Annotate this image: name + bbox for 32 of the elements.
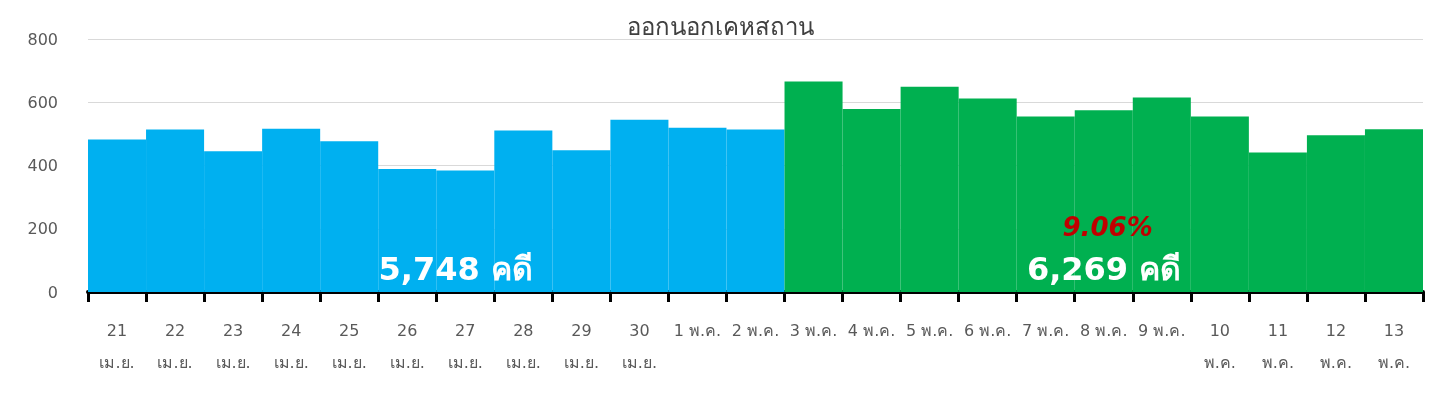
x-tick-label: 12 พ.ค.	[1319, 320, 1353, 372]
x-tick-label: 28 เม.ย.	[505, 320, 541, 372]
y-tick-label: 400	[27, 156, 58, 175]
x-tick-label: 13 พ.ค.	[1377, 320, 1411, 372]
y-tick-label: 600	[27, 92, 58, 112]
chart-title: ออกนอกเคหสถาน	[627, 13, 814, 41]
y-tick-label: 200	[27, 219, 58, 239]
x-tick-label: 21 เม.ย.	[99, 320, 135, 372]
x-tick-label: 7 พ.ค.	[1022, 320, 1070, 340]
y-tick-label: 0	[47, 282, 58, 302]
x-tick-label: 5 พ.ค.	[905, 320, 954, 340]
x-tick-label: 23 เม.ย.	[215, 320, 251, 372]
x-tick-label: 29 เม.ย.	[563, 320, 599, 372]
x-tick-label: 27 เม.ย.	[447, 320, 483, 372]
x-tick-label: 30 เม.ย.	[621, 320, 657, 372]
x-tick-label: 10 พ.ค.	[1203, 320, 1236, 372]
x-tick-label: 11 พ.ค.	[1261, 320, 1294, 372]
x-tick-label: 9 พ.ค.	[1138, 320, 1186, 340]
annotation: 5,748 คดี	[378, 250, 533, 288]
x-tick-label: 3 พ.ค.	[789, 320, 838, 340]
annotation: 9.06%	[1062, 212, 1153, 242]
annotation: 6,269 คดี	[1026, 250, 1182, 288]
y-tick-label: 800	[27, 29, 58, 49]
x-tick-label: 6 พ.ค.	[963, 320, 1012, 340]
x-tick-label: 25 เม.ย.	[331, 320, 367, 372]
x-tick-label: 22 เม.ย.	[157, 320, 193, 372]
x-tick-label: 1 พ.ค.	[673, 320, 722, 340]
x-tick-label: 24 เม.ย.	[273, 320, 309, 372]
x-tick-label: 2 พ.ค.	[731, 320, 780, 340]
x-tick-label: 26 เม.ย.	[389, 320, 425, 372]
x-tick-label: 4 พ.ค.	[847, 320, 896, 340]
x-tick-label: 8 พ.ค.	[1080, 320, 1128, 340]
